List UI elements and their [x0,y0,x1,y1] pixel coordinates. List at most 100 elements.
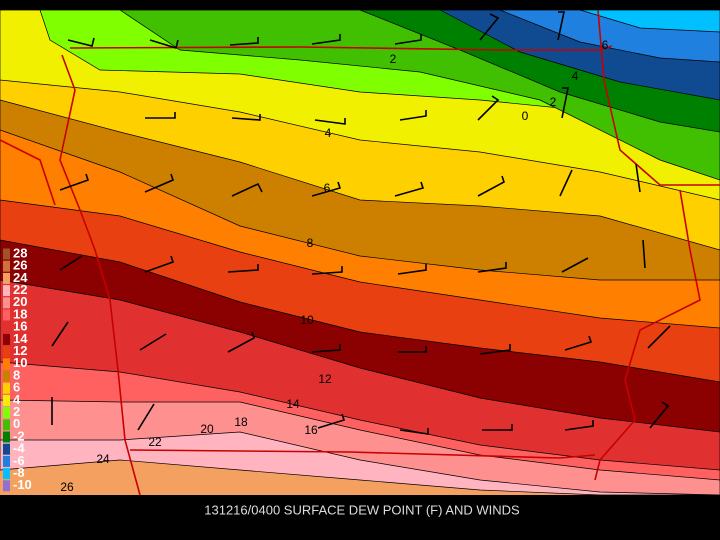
legend-label: 2 [13,404,20,419]
contour-label: 6 [602,38,609,52]
wind-barb [311,344,341,353]
legend-swatch [3,382,10,394]
legend-swatch [3,468,10,480]
legend-label: 12 [13,343,27,358]
legend-swatch [3,260,10,272]
wind-barb [398,346,427,353]
legend-swatch [3,321,10,333]
legend-label: 24 [13,270,28,285]
legend-swatch [3,394,10,406]
contour-label: 4 [572,69,579,83]
wind-barb [561,87,569,119]
legend-label: 16 [13,319,27,334]
contour-label: 22 [148,435,162,449]
contour-label: 8 [307,236,314,250]
wind-barb [477,95,500,121]
contour-label: 14 [286,397,300,411]
wind-barb [397,264,427,275]
contour-label: 12 [318,372,332,386]
legend-label: 26 [13,258,27,273]
wind-barbs [51,11,671,435]
wind-barb [231,182,263,197]
legend-label: 20 [13,294,27,309]
wind-barb [229,37,259,46]
wind-barb [479,344,511,355]
wind-barb [479,13,500,41]
state-border [594,189,701,481]
legend-swatch [3,443,10,455]
legend-label: -6 [13,453,25,468]
wind-barb [557,11,565,41]
legend-swatch [3,248,10,260]
contour-label: 2 [390,52,397,66]
state-borders [0,9,720,496]
legend-swatch [3,285,10,297]
contour-label: 26 [60,480,74,494]
wind-barb [144,255,175,273]
contour-label: 10 [300,313,314,327]
legend-swatch [3,431,10,443]
legend-swatch [3,370,10,382]
wind-barb [227,331,255,353]
wind-barb [137,403,155,431]
legend-label: 14 [13,331,28,346]
contour-label: 16 [304,423,318,437]
wind-barb [311,266,343,275]
wind-barb [559,169,573,197]
contour-label: 6 [324,181,331,195]
contour-label: 18 [234,415,248,429]
wind-barb [231,114,261,121]
contour-label: 2 [550,95,557,109]
state-border [597,9,720,186]
state-border [129,449,596,459]
legend-label: -4 [13,441,25,456]
state-border [69,45,613,51]
legend-swatch [3,358,10,370]
wind-barb [394,181,425,197]
legend-label: 8 [13,367,20,382]
wind-barb [649,401,670,429]
wind-barb [564,420,594,431]
wind-barb [144,173,174,193]
legend-label: -2 [13,428,25,443]
legend-swatch [3,455,10,467]
caption: 131216/0400 SURFACE DEW POINT (F) AND WI… [204,502,520,517]
wind-barb [561,257,589,273]
legend-swatch [3,346,10,358]
dew-point-field [0,9,720,496]
wind-barb [51,321,69,347]
wind-barb [67,37,95,47]
legend-swatch [3,419,10,431]
wind-barb [394,34,422,45]
legend-swatch [3,407,10,419]
wind-barb [399,110,427,121]
wind-barb [314,118,346,125]
wind-barb [482,424,513,431]
wind-barb [59,255,83,271]
wind-barb [145,112,176,119]
contour-label: 20 [200,422,214,436]
legend-label: 6 [13,380,20,395]
wind-barb [642,239,646,269]
legend-swatch [3,333,10,345]
wind-barb [59,173,90,191]
wind-barb [477,262,507,273]
legend-label: 28 [13,245,27,260]
wind-barb [149,39,179,50]
legend-label: -10 [13,477,32,492]
contour-label: 24 [96,452,110,466]
legend-swatch [3,480,10,492]
legend-swatch [3,272,10,284]
wind-barb [139,333,167,351]
wind-barb [564,335,593,351]
wind-barb [477,175,505,197]
legend-label: -8 [13,465,25,480]
legend-swatch [3,297,10,309]
wind-barb [311,34,341,45]
legend-label: 4 [13,392,21,407]
wind-barb [647,325,671,349]
legend-swatch [3,309,10,321]
